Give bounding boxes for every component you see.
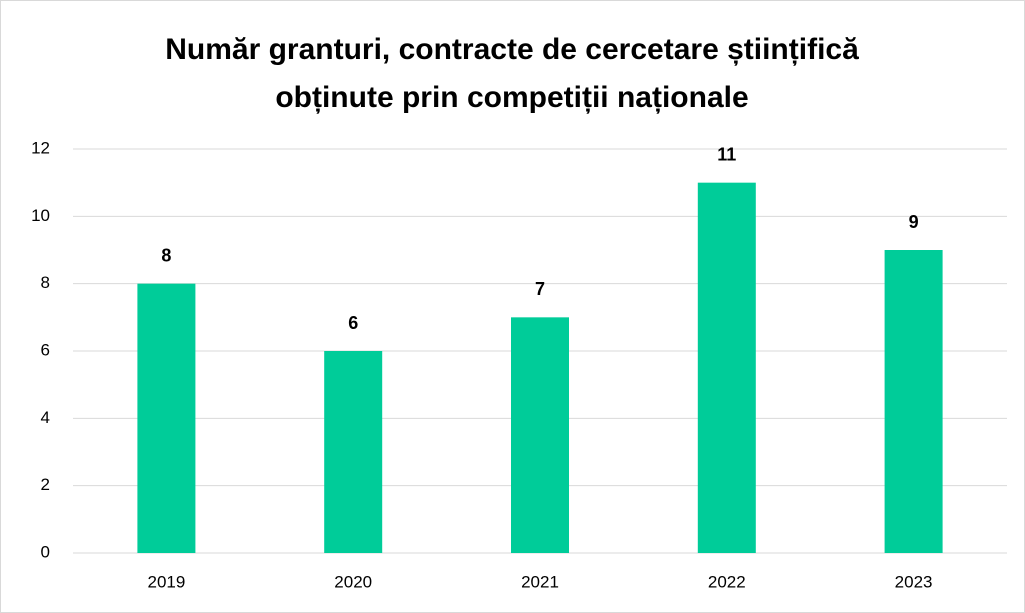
data-label: 8 (161, 245, 171, 265)
y-tick-label: 10 (31, 206, 50, 225)
chart-title: Număr granturi, contracte de cercetare ș… (165, 33, 859, 114)
bar (697, 182, 756, 553)
data-label: 6 (348, 313, 358, 333)
y-tick-label: 8 (41, 273, 50, 292)
x-tick-label: 2021 (521, 572, 559, 591)
y-tick-label: 12 (31, 138, 50, 157)
y-tick-label: 6 (41, 340, 50, 359)
x-tick-label: 2023 (895, 572, 933, 591)
bar (137, 283, 196, 553)
y-tick-label: 2 (41, 475, 50, 494)
data-label: 7 (535, 279, 545, 299)
data-label: 9 (909, 212, 919, 232)
bar (884, 250, 943, 553)
y-tick-label: 4 (41, 408, 50, 427)
x-tick-label: 2019 (147, 572, 185, 591)
x-tick-label: 2022 (708, 572, 746, 591)
y-tick-label: 0 (41, 542, 50, 561)
data-label: 11 (717, 144, 736, 164)
x-tick-label: 2020 (334, 572, 372, 591)
bar (324, 351, 383, 553)
bar (511, 317, 569, 553)
